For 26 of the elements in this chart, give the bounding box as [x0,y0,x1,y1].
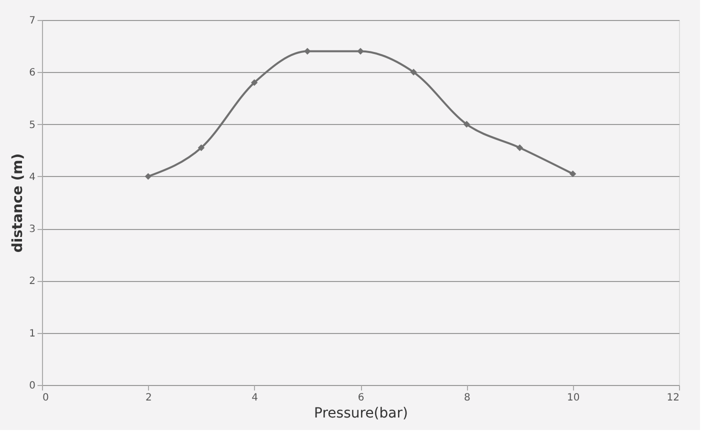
y-tick-label: 3 [29,224,36,236]
point [304,48,311,55]
y-tick-label: 0 [29,380,36,392]
y-tick-label: 4 [29,172,36,183]
point [516,144,524,152]
x-tick-label: 10 [566,392,580,404]
point [357,48,364,55]
point [250,79,258,86]
x-tick-label: 2 [145,392,152,404]
y-tick-label: 5 [29,120,36,131]
point [410,68,417,76]
point [569,170,576,178]
y-tick-label: 2 [29,276,36,288]
y-axis-title: distance (m) [10,153,26,253]
y-tick-label: 7 [29,16,36,26]
y-tick-label: 6 [29,68,36,79]
point [463,120,470,128]
x-tick-label: 0 [42,392,49,404]
point [144,173,152,180]
x-tick-label: 4 [252,392,258,404]
point [198,144,205,152]
y-tick-label: 1 [29,328,36,340]
x-tick-label: 8 [464,392,470,404]
x-tick-label: 12 [666,392,680,404]
x-axis-title: Pressure(bar) [314,406,408,422]
x-tick-label: 6 [358,392,364,404]
